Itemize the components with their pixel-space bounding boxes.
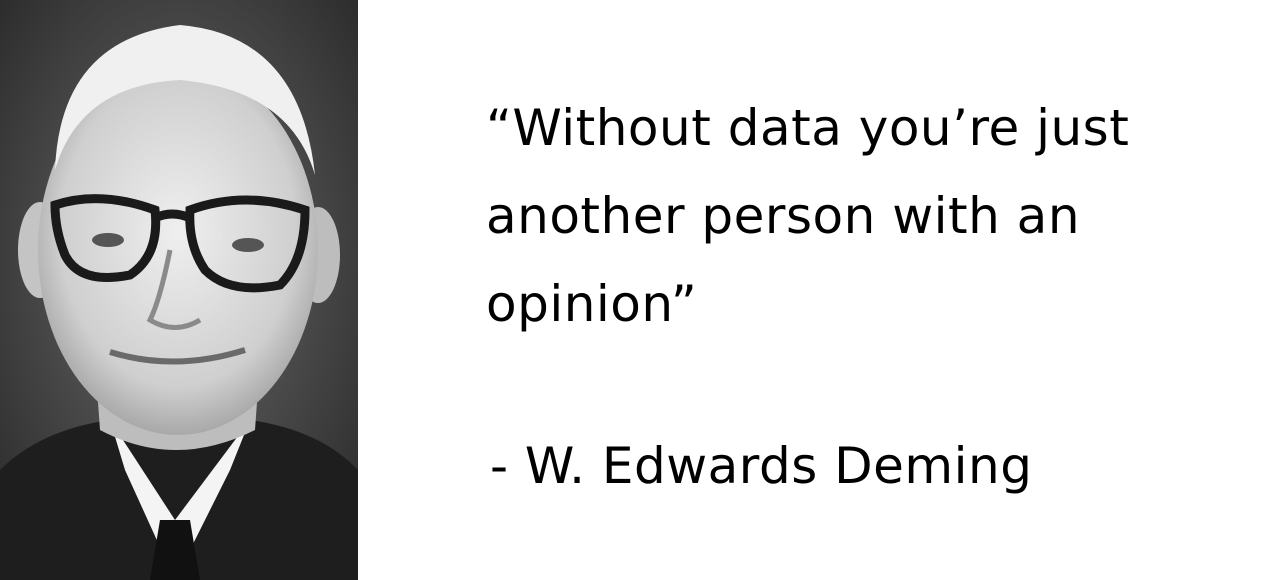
quote-line-3: opinion” (486, 275, 698, 333)
quote-line-1: “Without data you’re just (486, 99, 1130, 157)
quote-line-2: another person with an (486, 187, 1081, 245)
quote-text: “Without data you’re just another person… (486, 84, 1266, 348)
portrait-photo (0, 0, 358, 580)
portrait-photo-icon (0, 0, 358, 580)
quote-author: - W. Edwards Deming (490, 437, 1033, 495)
